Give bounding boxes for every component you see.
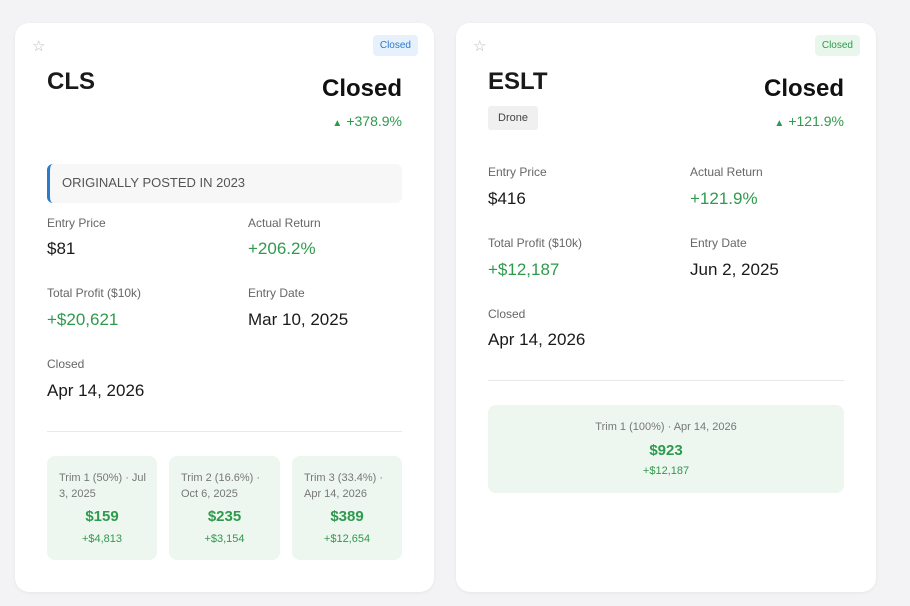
trim-label: Trim 3 (33.4%) · Apr 14, 2026 [304, 472, 384, 500]
posted-note: ORIGINALLY POSTED IN 2023 [47, 164, 402, 203]
trim-label: Trim 1 (50%) · Jul 3, 2025 [59, 472, 146, 500]
entry-date-label: Entry Date [248, 286, 305, 300]
total-profit-label: Total Profit ($10k) [488, 236, 583, 250]
entry-price-value: $416 [488, 189, 526, 208]
trim-label: Trim 1 (100%) · Apr 14, 2026 [595, 421, 737, 433]
closed-date-value: Apr 14, 2026 [47, 381, 145, 400]
sector-tag: Drone [488, 106, 538, 130]
entry-price-value: $81 [47, 239, 76, 258]
ticker-symbol: CLS [47, 68, 95, 95]
trim-card-1: Trim 1 (50%) · Jul 3, 2025 $159 +$4,813 [47, 456, 157, 560]
triangle-up-icon: ▲ [774, 118, 785, 129]
actual-return-value: +121.9% [690, 189, 758, 208]
position-card-cls: ☆ Closed CLS Closed ▲ +378.9% ORIGINALLY … [15, 23, 434, 592]
total-profit-value: +$20,621 [47, 310, 119, 329]
total-profit-value: +$12,187 [488, 260, 560, 279]
trim-price: $159 [85, 508, 119, 525]
trim-gain: +$12,654 [323, 533, 371, 545]
total-return: ▲ +378.9% [332, 113, 402, 129]
trim-gain: +$4,813 [81, 533, 123, 545]
total-return: ▲ +121.9% [774, 113, 844, 129]
status-badge: Closed [372, 35, 418, 56]
total-return-value: +378.9% [346, 113, 402, 129]
trim-gain: +$12,187 [642, 465, 690, 477]
star-icon[interactable]: ☆ [473, 38, 487, 55]
actual-return-value: +206.2% [248, 239, 316, 258]
trim-card-3: Trim 3 (33.4%) · Apr 14, 2026 $389 +$12,… [292, 456, 402, 560]
closed-date-value: Apr 14, 2026 [488, 330, 586, 349]
entry-price-label: Entry Price [488, 165, 547, 179]
divider [488, 380, 844, 381]
closed-label: Closed [488, 307, 526, 321]
divider [47, 431, 402, 432]
trim-label: Trim 2 (16.6%) · Oct 6, 2025 [181, 472, 261, 500]
total-return-value: +121.9% [788, 113, 844, 129]
position-status: Closed [763, 75, 844, 102]
entry-date-value: Jun 2, 2025 [690, 260, 779, 279]
actual-return-label: Actual Return [690, 165, 763, 179]
position-card-eslt: ☆ Closed ESLT Drone Closed ▲ +121.9% Entr… [456, 23, 876, 592]
trim-gain: +$3,154 [204, 533, 245, 545]
closed-label: Closed [47, 357, 85, 371]
trim-price: $235 [207, 508, 242, 525]
ticker-symbol: ESLT [488, 68, 548, 95]
triangle-up-icon: ▲ [332, 118, 343, 129]
total-profit-label: Total Profit ($10k) [47, 286, 142, 300]
star-icon[interactable]: ☆ [32, 38, 46, 55]
status-badge: Closed [814, 35, 860, 56]
entry-date-label: Entry Date [690, 236, 747, 250]
position-status: Closed [321, 75, 402, 102]
trim-card-2: Trim 2 (16.6%) · Oct 6, 2025 $235 +$3,15… [169, 456, 280, 560]
actual-return-label: Actual Return [248, 216, 321, 230]
entry-price-label: Entry Price [47, 216, 106, 230]
trim-card-1: Trim 1 (100%) · Apr 14, 2026 $923 +$12,1… [488, 405, 844, 493]
trim-price: $389 [330, 508, 364, 525]
trim-price: $923 [649, 442, 683, 459]
entry-date-value: Mar 10, 2025 [248, 310, 349, 329]
